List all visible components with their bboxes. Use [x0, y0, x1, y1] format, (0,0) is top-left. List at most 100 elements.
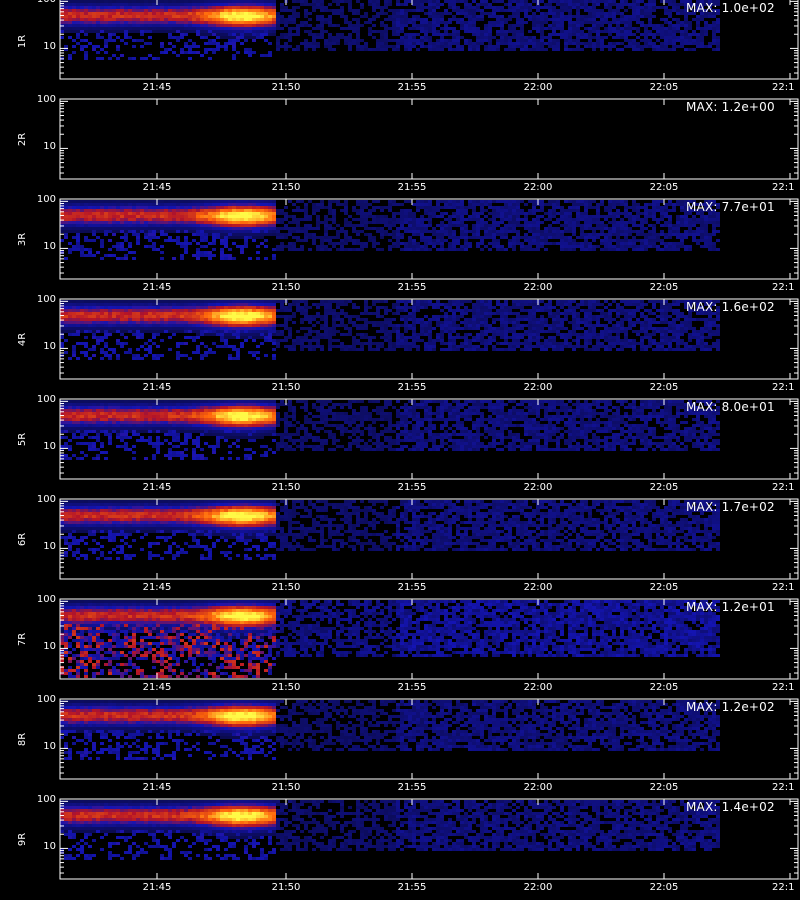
spectrogram-plot — [59, 0, 799, 80]
x-tick-label: 21:50 — [271, 682, 301, 693]
spectrogram-plot — [59, 198, 799, 280]
panel-2r: 2R 100 10 21:45 21:50 21:55 22:00 22:05 22:1 MAX:… — [0, 94, 800, 198]
x-tick-label: 22:1 — [772, 282, 795, 293]
x-tick-label: 21:50 — [271, 482, 301, 493]
y-tick-label: 100 — [36, 294, 56, 306]
spectrogram-plot — [59, 298, 799, 380]
panel-4r: 4R 100 10 21:45 21:50 21:55 22:00 22:05 22:1 MAX:… — [0, 294, 800, 398]
spectrogram-plot — [59, 398, 799, 480]
x-tick-label: 22:05 — [649, 682, 679, 693]
y-tick-label: 100 — [32, 0, 56, 5]
x-tick-label: 21:45 — [142, 382, 172, 393]
max-value-label: MAX: 1.7e+02 — [686, 500, 775, 514]
x-tick-label: 22:00 — [523, 882, 553, 893]
y-tick-label: 10 — [43, 441, 56, 453]
x-tick-label: 21:45 — [142, 582, 172, 593]
y-tick-label: 100 — [36, 594, 56, 606]
heatmap-cells — [60, 500, 720, 560]
plot-frame — [59, 98, 799, 180]
x-tick-label: 22:05 — [649, 82, 679, 93]
x-tick-label: 21:55 — [397, 482, 427, 493]
heatmap-cells — [60, 200, 720, 260]
max-value-label: MAX: 1.2e+01 — [686, 600, 775, 614]
plot-frame — [59, 198, 799, 280]
x-tick-label: 22:1 — [772, 82, 795, 93]
x-tick-label: 22:05 — [649, 482, 679, 493]
x-tick-label: 21:45 — [142, 482, 172, 493]
spectrogram-plot — [59, 498, 799, 580]
panel-6r: 6R 100 10 21:45 21:50 21:55 22:00 22:05 22:1 MAX:… — [0, 494, 800, 598]
x-tick-label: 21:50 — [271, 782, 301, 793]
x-tick-label: 22:05 — [649, 582, 679, 593]
heatmap-cells — [60, 700, 720, 760]
heatmap-cells — [60, 800, 720, 860]
x-tick-label: 21:45 — [142, 182, 172, 193]
x-tick-label: 21:55 — [397, 582, 427, 593]
max-value-label: MAX: 8.0e+01 — [686, 400, 775, 414]
x-tick-label: 21:55 — [397, 382, 427, 393]
max-value-label: MAX: 1.2e+02 — [686, 700, 775, 714]
plot-frame — [59, 498, 799, 580]
x-tick-label: 22:1 — [772, 782, 795, 793]
y-tick-label: 10 — [43, 641, 56, 653]
x-tick-label: 21:50 — [271, 182, 301, 193]
x-tick-label: 22:1 — [772, 582, 795, 593]
x-tick-label: 22:00 — [523, 682, 553, 693]
max-value-label: MAX: 1.2e+00 — [686, 100, 775, 114]
x-tick-label: 21:45 — [142, 782, 172, 793]
x-tick-label: 22:1 — [772, 182, 795, 193]
heatmap-cells — [60, 600, 720, 678]
y-tick-label: 10 — [43, 241, 56, 253]
max-value-label: MAX: 1.0e+02 — [686, 1, 775, 15]
x-tick-label: 21:50 — [271, 82, 301, 93]
x-tick-label: 21:55 — [397, 182, 427, 193]
x-tick-label: 22:05 — [649, 882, 679, 893]
panel-1r: 1R1001021:4521:5021:5522:0022:0522:1MAX:… — [0, 0, 800, 98]
heatmap-cells — [60, 400, 720, 460]
x-tick-label: 21:55 — [397, 782, 427, 793]
heatmap-cells — [60, 300, 720, 360]
x-tick-label: 21:50 — [271, 282, 301, 293]
x-tick-label: 21:55 — [397, 282, 427, 293]
y-tick-label: 10 — [43, 841, 56, 853]
x-tick-label: 21:50 — [271, 582, 301, 593]
x-tick-label: 22:00 — [523, 182, 553, 193]
x-tick-label: 21:45 — [142, 82, 172, 93]
spectrogram-plot — [59, 798, 799, 880]
panel-9r: 9R 100 10 21:45 21:50 21:55 22:00 22:05 22:1 MAX:… — [0, 794, 800, 898]
y-tick-label: 100 — [36, 694, 56, 706]
spectrogram-plot — [59, 598, 799, 680]
x-tick-label: 22:1 — [772, 682, 795, 693]
spectrogram-plot — [59, 98, 799, 180]
max-value-label: MAX: 7.7e+01 — [686, 200, 775, 214]
x-tick-label: 21:50 — [271, 382, 301, 393]
x-tick-label: 22:05 — [649, 382, 679, 393]
panel-8r: 8R 100 10 21:45 21:50 21:55 22:00 22:05 22:1 MAX:… — [0, 694, 800, 798]
plot-frame — [59, 0, 799, 80]
panel-5r: 5R 100 10 21:45 21:50 21:55 22:00 22:05 22:1 MAX:… — [0, 394, 800, 498]
y-tick-label: 10 — [43, 741, 56, 753]
plot-frame — [59, 698, 799, 780]
panel-7r: 7R 100 10 21:45 21:50 21:55 22:00 22:05 22:1 MAX:… — [0, 594, 800, 698]
plot-frame — [59, 398, 799, 480]
x-tick-label: 22:1 — [772, 882, 795, 893]
x-tick-label: 22:00 — [523, 782, 553, 793]
plot-frame — [59, 598, 799, 680]
x-tick-label: 21:45 — [142, 882, 172, 893]
x-tick-label: 22:1 — [772, 382, 795, 393]
y-tick-label: 100 — [36, 494, 56, 506]
x-tick-label: 21:55 — [397, 82, 427, 93]
x-tick-label: 22:05 — [649, 782, 679, 793]
spectrogram-plot — [59, 698, 799, 780]
y-tick-label: 100 — [36, 94, 56, 106]
x-tick-label: 21:45 — [142, 682, 172, 693]
x-tick-label: 22:00 — [523, 282, 553, 293]
y-tick-label: 10 — [43, 41, 56, 53]
plot-frame — [59, 298, 799, 380]
x-tick-label: 22:00 — [523, 582, 553, 593]
y-tick-label: 100 — [36, 194, 56, 206]
x-tick-label: 22:00 — [523, 482, 553, 493]
x-tick-label: 22:00 — [523, 82, 553, 93]
y-tick-label: 10 — [43, 341, 56, 353]
x-tick-label: 22:05 — [649, 182, 679, 193]
